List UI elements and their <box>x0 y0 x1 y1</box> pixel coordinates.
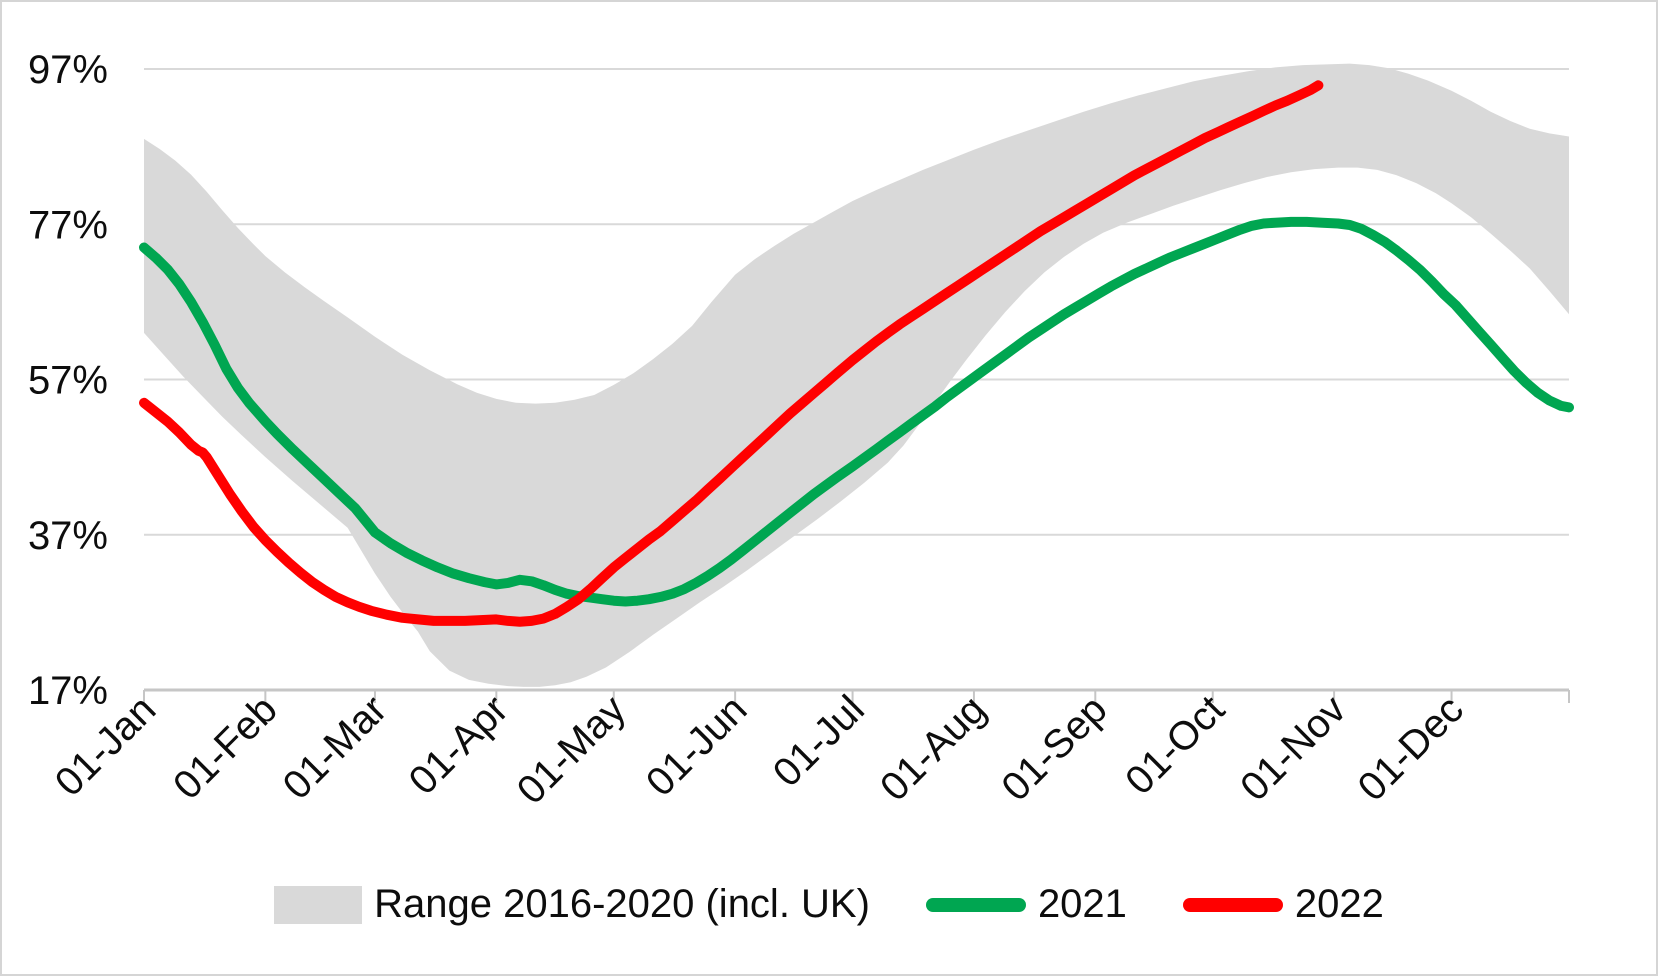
x-axis-label: 01-Jul <box>765 687 873 795</box>
legend-label-range: Range 2016-2020 (incl. UK) <box>374 882 870 926</box>
x-axis-label: 01-Nov <box>1232 687 1354 809</box>
x-axis-label: 01-Oct <box>1117 687 1233 803</box>
legend-label-2021: 2021 <box>1037 882 1127 926</box>
x-axis-label: 01-Aug <box>872 687 994 809</box>
y-axis-label: 57% <box>28 359 108 403</box>
legend-item-2022: 2022 <box>1182 882 1384 927</box>
range-band-swatch <box>274 885 363 924</box>
x-axis-label: 01-Mar <box>275 687 396 808</box>
x-axis-label: 01-Jun <box>638 687 756 805</box>
legend-item-2021: 2021 <box>925 882 1127 927</box>
legend-item-range: Range 2016-2020 (incl. UK) <box>274 882 870 927</box>
y-axis-label: 17% <box>28 669 108 713</box>
x-axis-label: 01-Feb <box>165 687 286 808</box>
x-axis-label: 01-Dec <box>1350 687 1472 809</box>
y-axis-label: 97% <box>28 48 108 92</box>
x-axis-label: 01-Apr <box>401 687 517 803</box>
series-2021-swatch <box>925 897 1026 912</box>
series-2022-swatch <box>1182 897 1283 912</box>
range-band-area <box>144 63 1569 687</box>
series-2021-line <box>139 216 1574 607</box>
x-axis-label: 01-Sep <box>993 687 1115 809</box>
y-axis-label: 77% <box>28 203 108 247</box>
x-axis-label: 01-May <box>509 687 634 812</box>
chart-legend: Range 2016-2020 (incl. UK) 2021 2022 <box>2 882 1656 927</box>
legend-label-2022: 2022 <box>1294 882 1384 926</box>
y-axis-label: 37% <box>28 514 108 558</box>
series-2022-line <box>139 80 1324 627</box>
